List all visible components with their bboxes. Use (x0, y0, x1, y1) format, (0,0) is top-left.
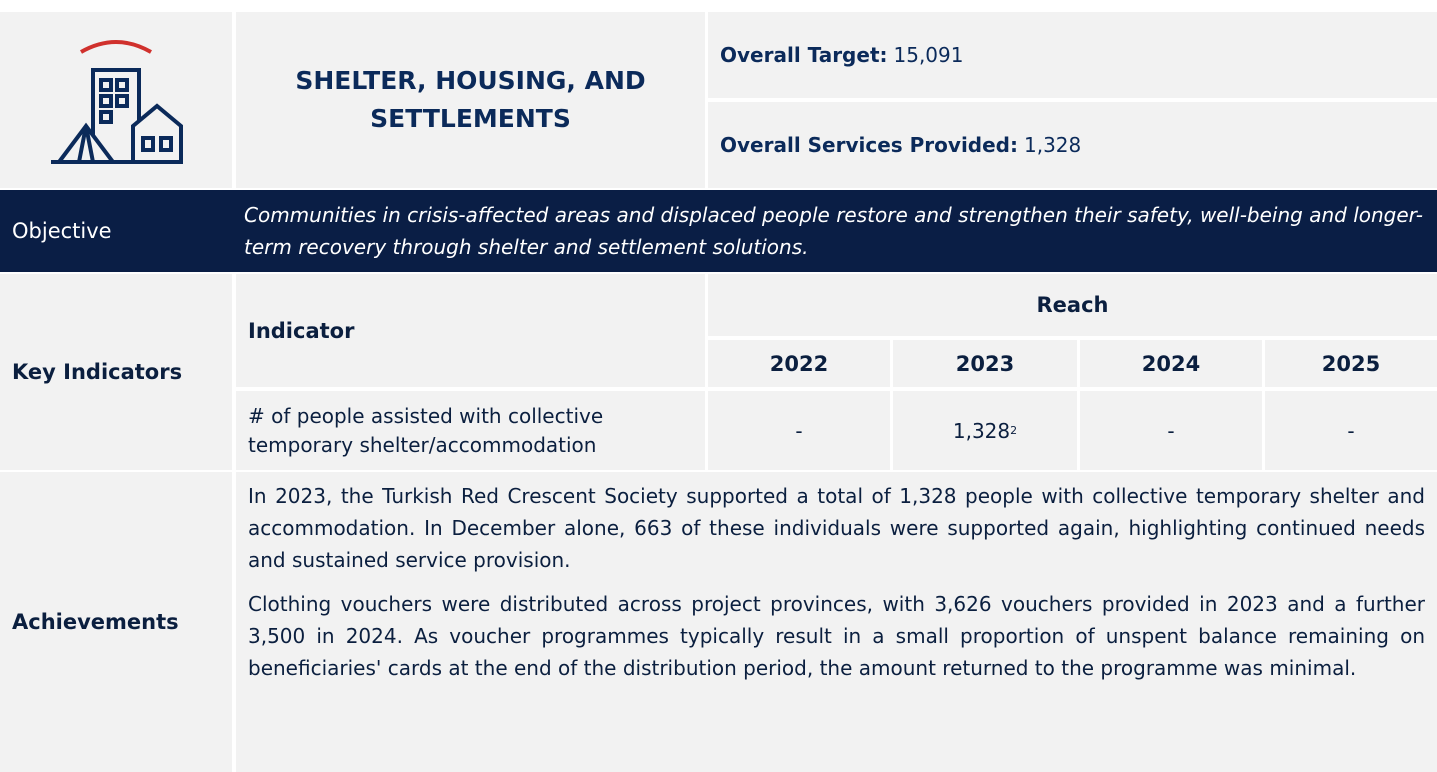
year-header: 2024 (1080, 340, 1262, 387)
reach-cell: - (708, 391, 890, 470)
reach-value: - (1167, 418, 1175, 443)
overall-target: Overall Target: 15,091 (708, 12, 1437, 98)
stat-label: Overall Target: (720, 43, 888, 67)
reach-value: 1,328 (952, 418, 1011, 443)
services-provided: Overall Services Provided: 1,328 (708, 102, 1437, 188)
achievement-paragraph: In 2023, the Turkish Red Crescent Societ… (248, 484, 1425, 572)
indicator-text: # of people assisted with collective tem… (236, 391, 705, 470)
key-indicators-label: Key Indicators (0, 274, 232, 470)
stat-value: 15,091 (893, 43, 964, 67)
footnote: 2 (1010, 424, 1018, 437)
year-header: 2025 (1265, 340, 1437, 387)
stat-value: 1,328 (1024, 133, 1082, 157)
icon-cell (0, 12, 232, 188)
objective-row: Objective Communities in crisis-affected… (0, 190, 1437, 272)
objective-label: Objective (12, 219, 112, 243)
reach-value: - (795, 418, 803, 443)
reach-cell: - (1080, 391, 1262, 470)
indicator-header: Indicator (236, 274, 705, 387)
year-header: 2022 (708, 340, 890, 387)
reach-value: - (1347, 418, 1355, 443)
achievements-label: Achievements (0, 472, 232, 772)
reach-header: Reach (708, 274, 1437, 336)
year-header: 2023 (893, 340, 1077, 387)
reach-cell: 1,328 2 (893, 391, 1077, 470)
stat-label: Overall Services Provided: (720, 133, 1018, 157)
section-title: SHELTER, HOUSING, AND SETTLEMENTS (236, 12, 705, 188)
reach-cell: - (1265, 391, 1437, 470)
achievement-paragraph: Clothing vouchers were distributed acros… (248, 592, 1425, 680)
shelter-icon (51, 40, 183, 164)
achievements-content: In 2023, the Turkish Red Crescent Societ… (236, 472, 1437, 772)
objective-text: Communities in crisis-affected areas and… (244, 203, 1424, 259)
